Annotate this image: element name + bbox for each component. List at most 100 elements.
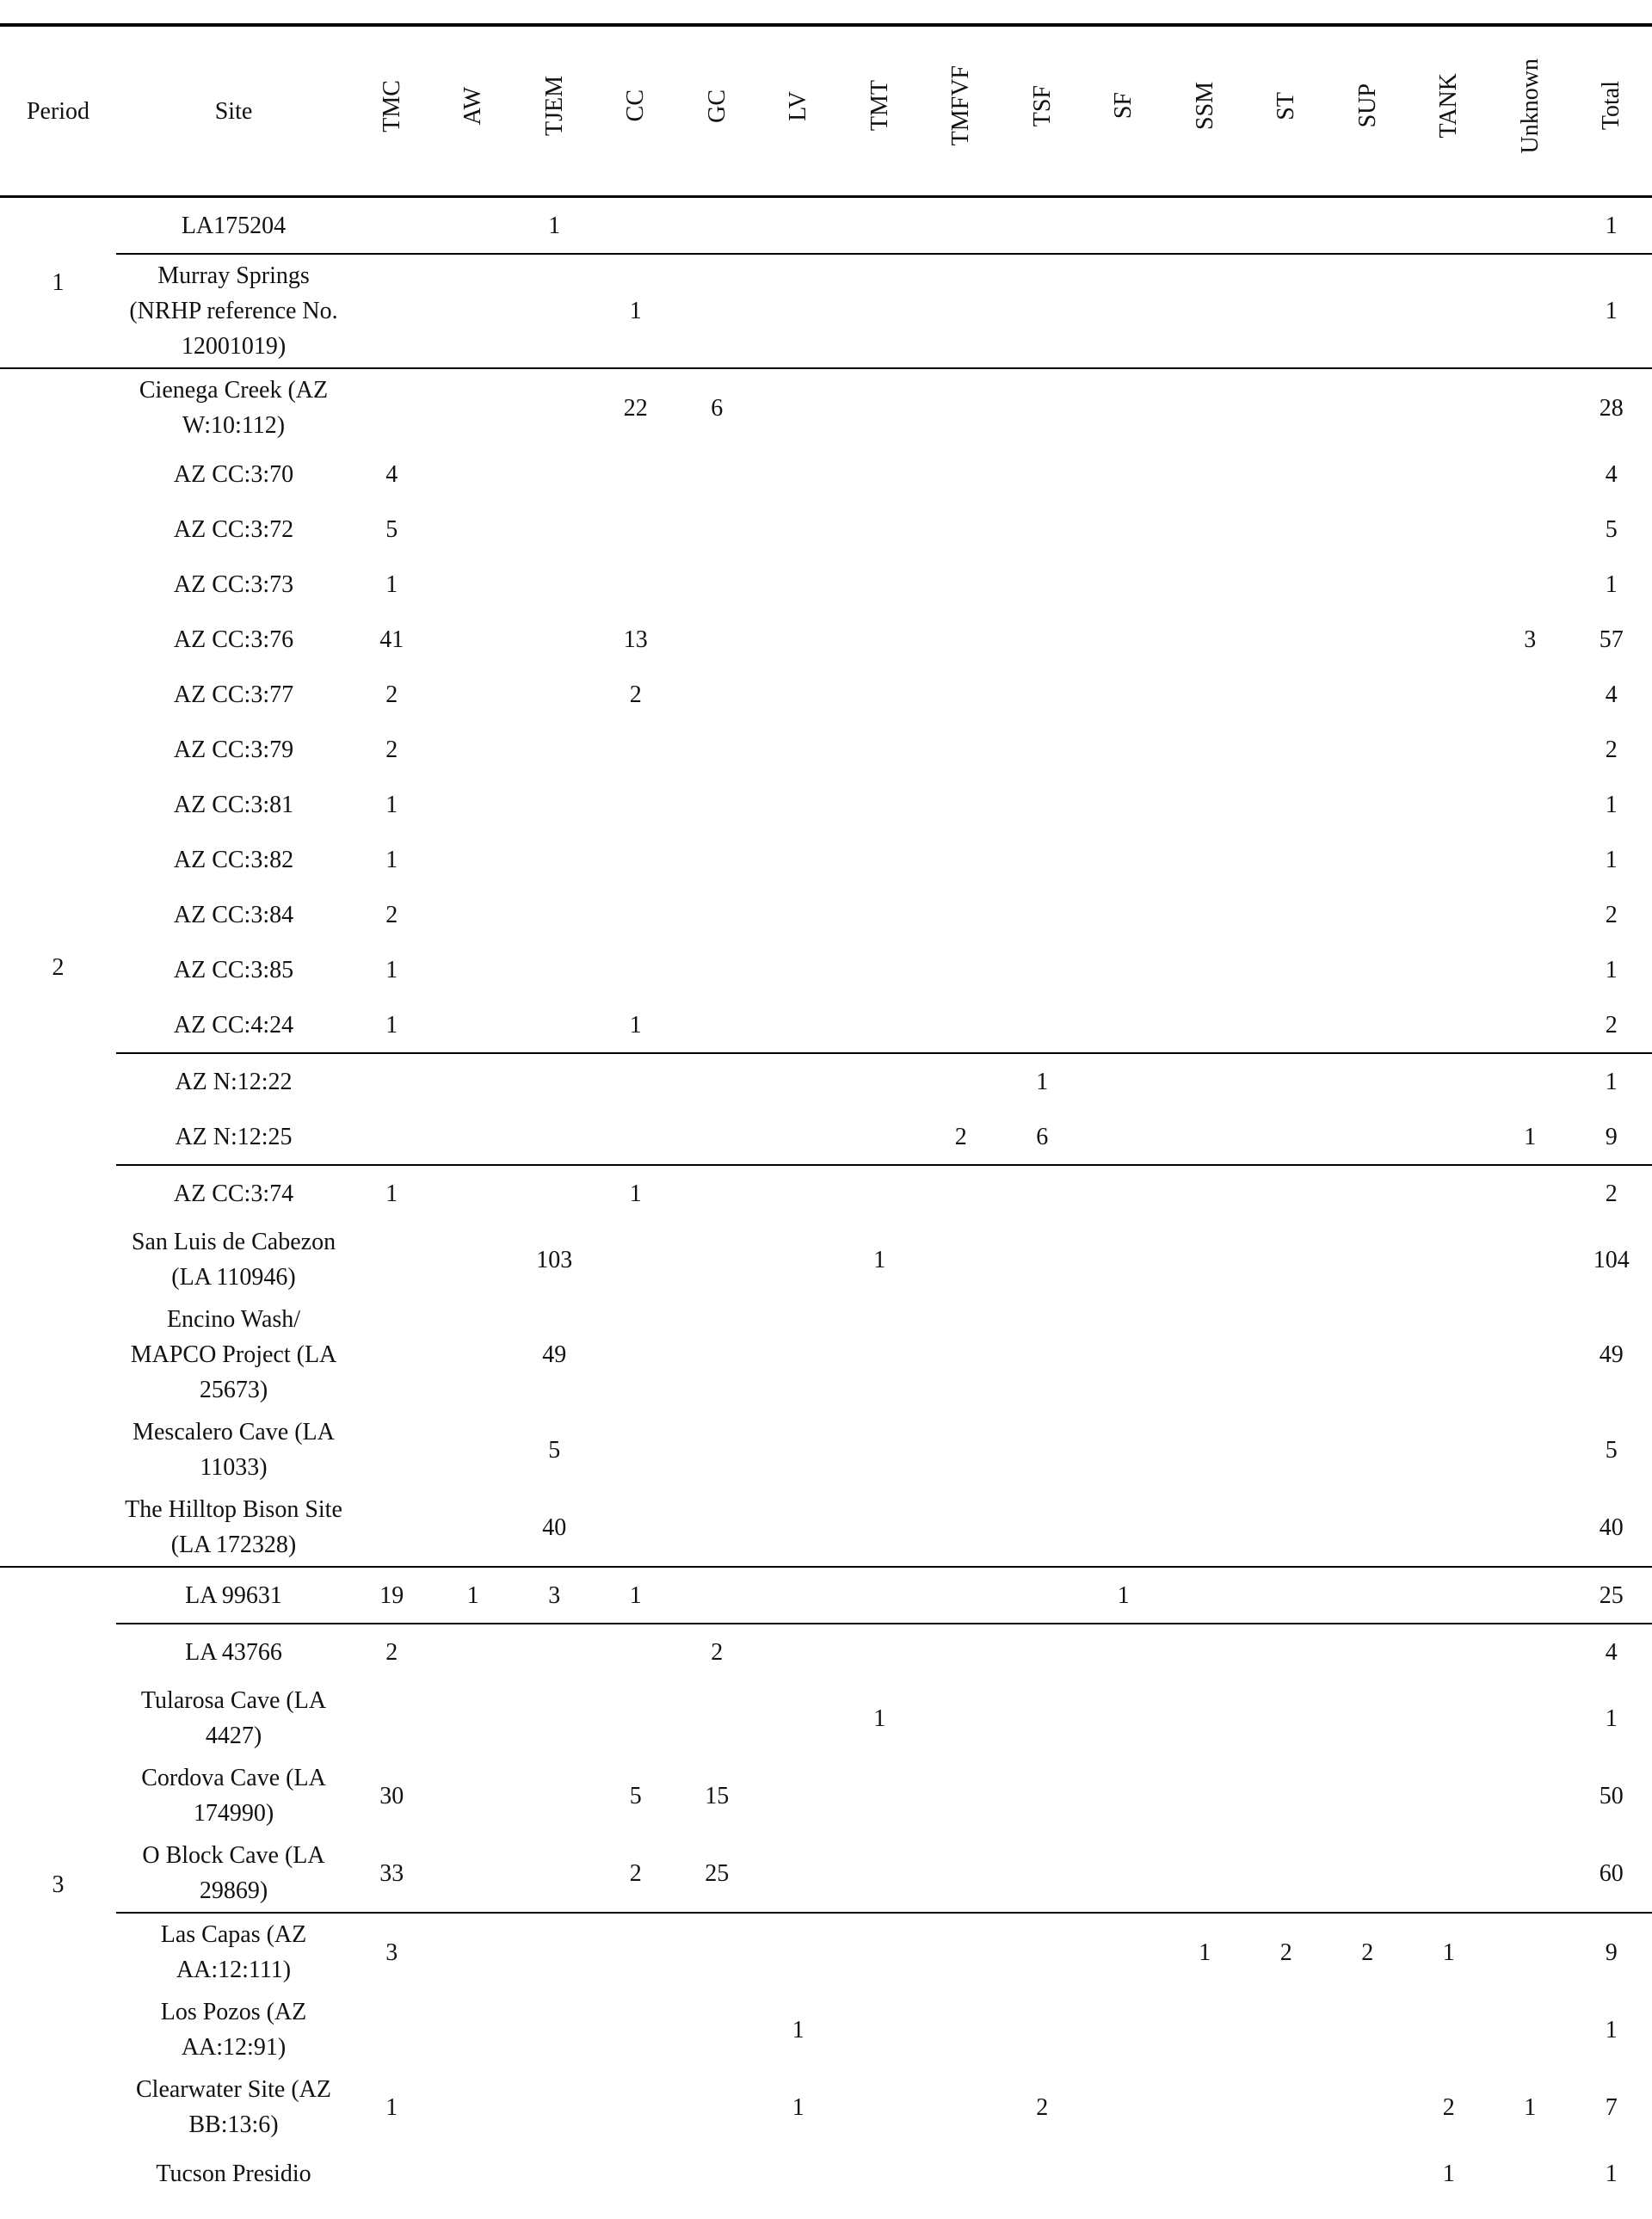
empty-cell (1489, 667, 1571, 722)
empty-cell (1409, 832, 1490, 887)
empty-cell (839, 1052, 921, 1109)
empty-cell (1083, 447, 1165, 502)
empty-cell (351, 367, 433, 447)
value-cell: 30 (379, 1782, 404, 1809)
empty-cell (1164, 1623, 1246, 1680)
empty-cell (433, 2068, 515, 2146)
empty-cell (1164, 447, 1246, 502)
empty-cell (1246, 1221, 1328, 1298)
empty-cell (1408, 1566, 1489, 1624)
empty-cell (595, 832, 677, 887)
empty-cell (676, 887, 758, 942)
empty-cell (1489, 722, 1571, 777)
value-cell: 6 (1036, 1123, 1049, 1150)
value-cell: 1 (792, 2093, 804, 2121)
empty-cell (1164, 502, 1246, 557)
column-header: Site (116, 23, 351, 198)
period-cell: 1 (0, 195, 116, 368)
empty-cell (1002, 557, 1083, 612)
value-cell: 1 (1524, 2093, 1537, 2121)
empty-cell (1164, 1680, 1246, 1757)
empty-cell (514, 1052, 595, 1109)
site-cell: AZ CC:4:24 (173, 1011, 294, 1039)
value-cell: 4 (385, 460, 398, 488)
empty-cell (351, 1411, 433, 1489)
empty-cell (1083, 1757, 1165, 1834)
value-cell: 2 (1442, 2093, 1455, 2121)
site-cell: AZ CC:3:76 (173, 626, 294, 653)
empty-cell (1002, 1991, 1083, 2068)
empty-cell (1002, 1912, 1083, 1991)
empty-cell (1246, 1489, 1328, 1567)
empty-cell (1083, 612, 1165, 667)
empty-cell (514, 502, 595, 557)
value-cell: 3 (514, 1566, 595, 1624)
empty-cell (758, 1757, 840, 1834)
empty-cell (1327, 777, 1409, 832)
empty-cell (676, 1298, 758, 1411)
empty-cell (1082, 367, 1164, 447)
empty-cell (1489, 1411, 1571, 1489)
value-cell: 1 (1524, 1123, 1537, 1150)
empty-cell (595, 1221, 677, 1298)
empty-cell (1083, 887, 1165, 942)
empty-cell (758, 2146, 840, 2201)
empty-cell (1409, 1411, 1490, 1489)
empty-cell (1083, 2068, 1165, 2146)
empty-cell (1002, 253, 1083, 368)
empty-cell (351, 2146, 433, 2201)
value-cell: 33 (379, 1859, 404, 1887)
empty-cell (920, 253, 1002, 368)
value-cell: 1 (873, 1704, 886, 1732)
empty-cell (921, 887, 1002, 942)
empty-cell (432, 1052, 514, 1109)
empty-cell (1164, 997, 1246, 1053)
empty-cell (514, 777, 595, 832)
empty-cell (758, 612, 840, 667)
empty-cell (758, 502, 840, 557)
empty-cell (921, 777, 1002, 832)
empty-cell (514, 557, 595, 612)
empty-cell (1164, 1052, 1246, 1109)
table-body: 1 LA175204 1 1 Murray Springs (NRHP referenc… (0, 195, 1652, 2201)
empty-cell (1083, 502, 1165, 557)
site-cell: AZ CC:3:79 (173, 736, 294, 763)
empty-cell (1246, 1991, 1328, 2068)
empty-cell (1002, 942, 1083, 997)
empty-cell (595, 1298, 677, 1411)
empty-cell (1409, 502, 1490, 557)
value-cell: 5 (629, 1782, 642, 1809)
empty-cell (920, 1052, 1002, 1109)
empty-cell (1164, 2068, 1246, 2146)
empty-cell (1246, 887, 1328, 942)
column-header-text: TSF (1028, 84, 1056, 127)
empty-cell (1002, 195, 1083, 254)
empty-cell (433, 1991, 515, 2068)
empty-cell (433, 1298, 515, 1411)
empty-cell (1327, 1164, 1409, 1221)
empty-cell (1489, 1221, 1571, 1298)
value-cell: 1 (385, 791, 398, 818)
site-cell: Las Capas (AZ AA:12:111) (116, 1912, 351, 1991)
value-cell: 9 (1605, 1123, 1618, 1150)
empty-cell (1083, 997, 1165, 1053)
empty-cell (758, 832, 840, 887)
empty-cell (676, 502, 758, 557)
empty-cell (1489, 1991, 1571, 2068)
column-header: Unknown (1489, 23, 1571, 198)
value-cell: 19 (351, 1566, 433, 1624)
table-row: LA 43766 2 2 4 (0, 1623, 1652, 1680)
empty-cell (921, 1298, 1002, 1411)
empty-cell (595, 2068, 677, 2146)
empty-cell (1327, 1052, 1409, 1109)
empty-cell (1002, 1680, 1083, 1757)
value-cell: 1 (1605, 570, 1618, 598)
empty-cell (1083, 1298, 1165, 1411)
empty-cell (839, 1298, 921, 1411)
empty-cell (839, 777, 921, 832)
table-row: Las Capas (AZ AA:12:111) 3 1 2 2 1 9 (0, 1912, 1652, 1991)
empty-cell (921, 447, 1002, 502)
empty-cell (1489, 1298, 1571, 1411)
column-header: GC (676, 23, 758, 198)
empty-cell (514, 722, 595, 777)
